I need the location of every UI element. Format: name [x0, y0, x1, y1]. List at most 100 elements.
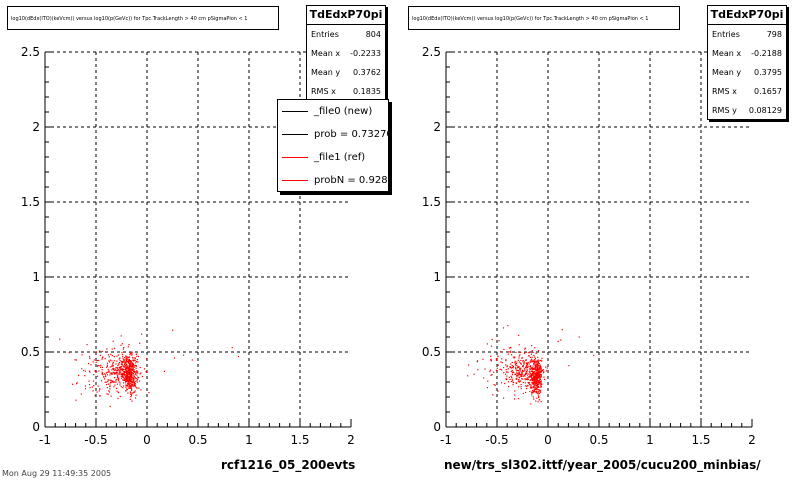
scatter-point	[122, 361, 124, 363]
scatter-point	[529, 356, 531, 358]
scatter-point	[535, 387, 537, 389]
scatter-point	[108, 390, 110, 392]
scatter-point	[110, 372, 112, 374]
scatter-point	[467, 375, 469, 377]
scatter-point	[539, 371, 541, 374]
scatter-point	[532, 379, 534, 381]
scatter-point	[537, 364, 539, 366]
scatter-point	[129, 393, 132, 395]
scatter-point	[119, 384, 121, 386]
scatter-point	[132, 384, 134, 386]
scatter-point	[503, 372, 505, 374]
scatter-point	[125, 365, 127, 367]
scatter-point	[507, 353, 509, 355]
scatter-point	[102, 374, 104, 376]
scatter-point	[118, 363, 120, 365]
scatter-point	[512, 371, 514, 373]
scatter-point	[128, 381, 130, 383]
scatter-point	[133, 366, 135, 368]
scatter-point	[520, 380, 522, 382]
scatter-point	[500, 361, 502, 363]
scatter-point	[519, 373, 521, 375]
scatter-point	[529, 371, 531, 374]
scatter-point	[533, 398, 535, 400]
scatter-point	[116, 372, 118, 374]
scatter-point	[545, 366, 547, 368]
scatter-point	[99, 388, 101, 390]
scatter-point	[94, 351, 97, 353]
scatter-point	[135, 362, 137, 364]
scatter-point	[520, 374, 523, 376]
scatter-point	[125, 380, 127, 382]
scatter-point	[237, 355, 240, 358]
scatter-point	[127, 360, 129, 363]
scatter-point	[101, 350, 103, 352]
scatter-point	[125, 370, 127, 372]
scatter-point	[120, 369, 122, 371]
scatter-point	[107, 380, 109, 382]
scatter-point	[116, 370, 118, 372]
scatter-point	[88, 356, 91, 358]
scatter-point	[521, 373, 523, 375]
scatter-point	[530, 386, 532, 388]
x-tick-label: 1.5	[691, 433, 710, 447]
scatter-point	[530, 376, 532, 378]
scatter-point	[125, 390, 127, 392]
scatter-point	[124, 374, 126, 376]
scatter-point	[487, 380, 489, 382]
scatter-point	[138, 355, 140, 358]
scatter-point	[535, 376, 537, 378]
scatter-point	[125, 356, 127, 358]
scatter-point	[112, 381, 114, 383]
scatter-point	[504, 382, 506, 385]
scatter-point	[130, 365, 132, 367]
scatter-point	[125, 374, 127, 376]
scatter-point	[128, 378, 130, 381]
scatter-point	[130, 360, 132, 362]
scatter-point	[516, 369, 518, 371]
scatter-point	[539, 381, 541, 383]
scatter-point	[99, 395, 101, 397]
scatter-point	[539, 360, 541, 362]
scatter-point	[132, 365, 134, 368]
scatter-point	[519, 354, 521, 356]
scatter-point	[516, 373, 518, 375]
scatter-point	[131, 383, 133, 385]
scatter-point	[131, 369, 134, 371]
scatter-point	[507, 381, 510, 383]
scatter-point	[526, 372, 528, 374]
scatter-point	[99, 350, 101, 352]
scatter-point	[134, 357, 136, 359]
scatter-point	[532, 351, 534, 353]
scatter-point	[132, 363, 134, 365]
scatter-point	[535, 381, 537, 383]
scatter-point	[133, 381, 135, 383]
scatter-plot-left: -1 -0.5 0 0.5 1 1.5 2 0 0.5 1 1.5 2 2.5	[21, 45, 355, 447]
scatter-point	[534, 389, 536, 391]
scatter-point	[504, 373, 507, 375]
scatter-point	[116, 383, 118, 385]
scatter-point	[517, 381, 519, 383]
scatter-point	[531, 358, 533, 360]
scatter-point	[533, 387, 535, 389]
scatter-point	[76, 382, 78, 384]
scatter-point	[530, 359, 532, 361]
scatter-point	[536, 369, 538, 371]
scatter-point	[131, 353, 133, 355]
scatter-point	[106, 387, 108, 389]
scatter-point	[131, 382, 133, 384]
scatter-point	[114, 368, 116, 370]
scatter-point	[146, 358, 148, 360]
scatter-point	[121, 362, 123, 364]
scatter-point	[111, 360, 113, 362]
x-tick-label: 1.5	[290, 433, 309, 447]
scatter-point	[133, 386, 135, 388]
scatter-point	[89, 387, 91, 389]
scatter-point	[528, 370, 530, 372]
scatter-point	[532, 372, 534, 374]
scatter-point	[92, 380, 95, 382]
scatter-point	[508, 347, 510, 349]
scatter-point	[105, 374, 107, 376]
scatter-point	[538, 386, 540, 388]
scatter-point	[518, 357, 520, 359]
